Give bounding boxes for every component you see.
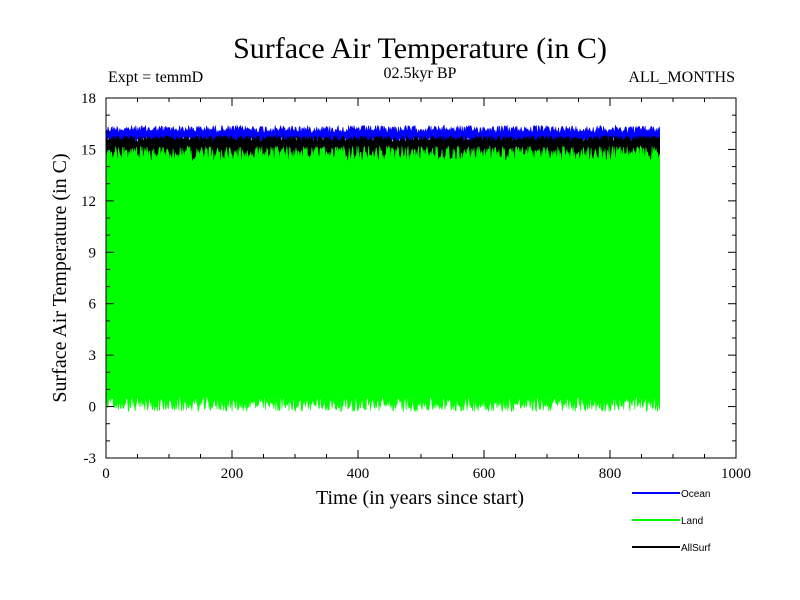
legend-label-ocean: Ocean [681,489,710,500]
legend-label-allsurf: AllSurf [681,543,711,554]
chart-title: Surface Air Temperature (in C) [233,32,607,65]
y-tick-labels: -3 0 3 6 9 12 15 18 [81,91,97,467]
series-land [106,144,660,413]
y-tick-label: 0 [89,400,97,416]
y-tick-label: 6 [89,297,97,313]
axis-ticks [105,97,737,459]
x-axis-label: Time (in years since start) [316,487,524,509]
y-axis-label: Surface Air Temperature (in C) [49,153,71,402]
y-tick-label: 12 [81,194,96,210]
series-layer [106,124,660,413]
y-tick-label: 18 [81,91,96,107]
chart-subtitle: 02.5kyr BP [384,65,457,82]
x-tick-label: 1000 [721,466,751,482]
legend-label-land: Land [681,516,703,527]
y-tick-label: -3 [84,451,97,467]
x-tick-label: 0 [102,466,110,482]
x-tick-label: 400 [347,466,370,482]
legend: Ocean Land AllSurf [632,489,711,554]
x-tick-label: 200 [221,466,244,482]
x-tick-label: 600 [473,466,496,482]
experiment-label: Expt = temmD [108,69,203,86]
y-tick-label: 9 [89,245,97,261]
x-tick-labels: 0 200 400 600 800 1000 [102,466,751,482]
x-tick-label: 800 [599,466,622,482]
months-label: ALL_MONTHS [628,69,735,86]
y-tick-label: 15 [81,142,96,158]
y-tick-label: 3 [89,348,97,364]
